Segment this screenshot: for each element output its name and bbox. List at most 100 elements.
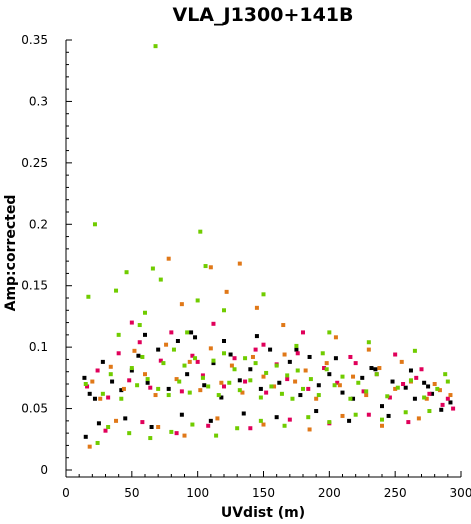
data-point <box>156 386 161 391</box>
data-point <box>295 351 300 356</box>
data-point <box>108 372 113 377</box>
data-point <box>333 356 338 361</box>
y-tick-label: 0.05 <box>21 402 48 416</box>
data-point <box>324 367 329 372</box>
data-point <box>185 330 190 335</box>
data-point <box>119 396 124 401</box>
data-point <box>301 386 305 391</box>
data-point <box>121 386 126 391</box>
data-point <box>143 310 147 315</box>
data-point <box>253 361 258 366</box>
data-point <box>258 395 263 400</box>
data-point <box>140 420 145 425</box>
data-point <box>414 375 419 380</box>
data-point <box>301 330 305 335</box>
data-point <box>306 386 311 391</box>
data-point <box>198 388 203 393</box>
data-point <box>208 265 213 270</box>
data-point <box>427 391 432 396</box>
data-point <box>401 382 406 386</box>
data-point <box>241 411 246 416</box>
data-point <box>264 370 269 375</box>
data-point <box>408 378 413 383</box>
data-point <box>116 351 121 356</box>
data-point <box>100 391 105 396</box>
data-point <box>211 321 216 326</box>
y-axis-ticks: 0 0.05 0.1 0.15 0.2 0.25 0.3 0.35 <box>21 33 72 477</box>
data-point <box>248 426 253 431</box>
data-point <box>340 390 345 395</box>
data-point <box>135 383 140 388</box>
data-point <box>129 320 134 325</box>
data-point <box>335 380 340 385</box>
data-point <box>203 264 208 269</box>
data-point <box>95 440 100 445</box>
data-point <box>373 367 378 372</box>
data-point <box>174 431 179 436</box>
data-point <box>327 372 332 377</box>
y-axis-title: Amp:corrected <box>3 195 19 312</box>
data-point <box>353 361 358 366</box>
data-point <box>445 396 450 401</box>
data-point <box>360 375 365 380</box>
data-point <box>148 436 153 441</box>
data-point <box>158 277 163 282</box>
data-point <box>294 343 299 348</box>
data-point <box>211 361 216 366</box>
data-point <box>158 358 163 363</box>
data-point <box>189 330 194 335</box>
data-point <box>254 305 259 310</box>
x-tick-label: 200 <box>318 486 341 500</box>
data-point <box>110 379 115 384</box>
data-point <box>298 393 303 398</box>
data-point <box>451 406 456 411</box>
data-point <box>198 229 203 234</box>
data-point <box>103 428 108 433</box>
data-point <box>316 393 321 398</box>
data-point <box>182 433 187 438</box>
data-point <box>185 372 190 377</box>
data-point <box>274 415 279 420</box>
data-point <box>129 368 134 373</box>
data-point <box>100 359 105 364</box>
data-point <box>443 372 448 377</box>
data-point <box>293 379 298 384</box>
data-point <box>445 379 450 384</box>
data-point <box>243 356 248 361</box>
data-point <box>161 361 166 366</box>
data-point <box>90 379 95 384</box>
data-point <box>348 354 353 359</box>
data-point <box>439 407 444 412</box>
data-point <box>83 382 88 386</box>
data-point <box>169 429 174 434</box>
data-point <box>390 379 395 384</box>
data-point <box>119 388 124 393</box>
data-point <box>274 363 279 368</box>
data-point <box>136 353 141 358</box>
data-point <box>437 388 442 393</box>
data-point <box>261 292 266 297</box>
data-point <box>200 375 205 380</box>
data-point <box>324 361 329 366</box>
data-point <box>254 334 259 339</box>
data-point <box>412 396 417 401</box>
data-point <box>340 374 345 379</box>
x-axis-ticks: 0 50 100 150 200 250 300 <box>62 471 471 500</box>
data-point <box>406 420 411 425</box>
data-point <box>148 385 153 390</box>
x-axis-title: UVdist (m) <box>221 505 305 521</box>
data-point <box>143 332 147 337</box>
data-point <box>229 363 234 368</box>
data-point <box>395 385 400 390</box>
data-point <box>124 270 129 275</box>
data-point <box>219 380 224 385</box>
data-point <box>427 409 432 414</box>
y-tick-label: 0.1 <box>29 340 48 354</box>
data-point <box>435 386 440 391</box>
data-point <box>240 390 245 395</box>
data-point <box>171 347 176 352</box>
data-point <box>187 390 192 395</box>
data-point <box>228 352 233 357</box>
data-point <box>106 395 111 400</box>
